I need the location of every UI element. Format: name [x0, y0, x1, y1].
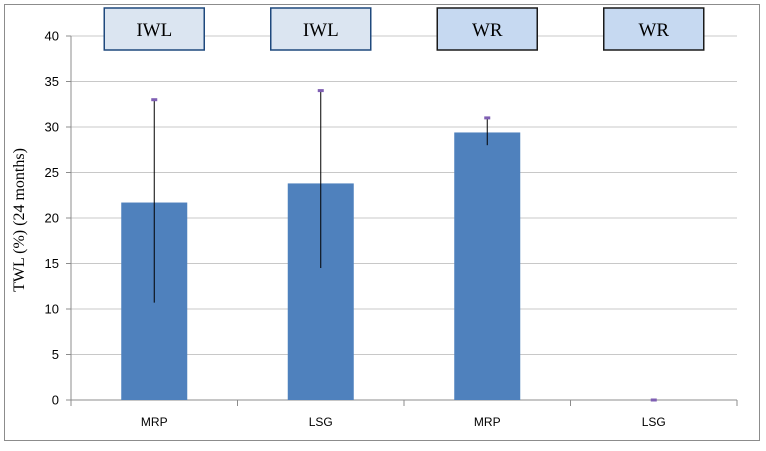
y-tick-label: 10 — [45, 302, 59, 317]
x-tick-label: LSG — [309, 415, 333, 429]
y-tick-label: 5 — [52, 347, 59, 362]
group-label: WR — [472, 20, 503, 41]
group-label-box — [103, 7, 205, 51]
group-label: IWL — [136, 20, 172, 41]
y-tick-label: 15 — [45, 256, 59, 271]
y-tick-label: 20 — [45, 211, 59, 226]
bar — [454, 132, 521, 400]
group-label: IWL — [303, 20, 339, 41]
y-tick-label: 30 — [45, 120, 59, 135]
y-tick-label: 0 — [52, 393, 59, 408]
x-tick-label: MRP — [141, 415, 168, 429]
y-tick-label: 40 — [45, 29, 59, 44]
group-label: WR — [638, 20, 669, 41]
y-tick-label: 25 — [45, 165, 59, 180]
group-label-box — [270, 7, 372, 51]
group-label-box — [436, 7, 538, 51]
x-tick-label: MRP — [474, 415, 501, 429]
error-bar-cap — [151, 98, 158, 102]
y-axis-label: TWL (%) (24 months) — [11, 148, 28, 292]
y-tick-label: 35 — [45, 74, 59, 89]
error-bar-cap — [484, 116, 491, 120]
x-tick-label: LSG — [642, 415, 666, 429]
error-bar-cap — [317, 89, 324, 93]
group-label-box — [603, 7, 705, 51]
error-bar-cap — [650, 398, 657, 402]
